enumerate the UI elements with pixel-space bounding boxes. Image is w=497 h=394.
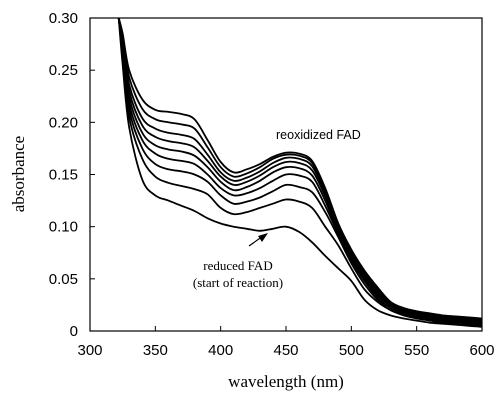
y-axis-ticks: 0 0.05 0.10 0.15 0.20 0.25 0.30 bbox=[49, 10, 95, 340]
spectrum-line-3 bbox=[117, 18, 482, 326]
x-axis-title: wavelength (nm) bbox=[228, 372, 344, 391]
spectrum-line-7 bbox=[117, 18, 482, 322]
x-tick-label: 550 bbox=[404, 342, 429, 359]
x-tick-label: 500 bbox=[339, 342, 364, 359]
x-tick-label: 450 bbox=[273, 342, 298, 359]
y-tick-label: 0.25 bbox=[49, 62, 78, 79]
y-tick-label: 0.15 bbox=[49, 167, 78, 184]
x-tick-label: 400 bbox=[208, 342, 233, 359]
y-tick-label: 0 bbox=[70, 323, 78, 340]
spectrum-line-8 bbox=[117, 18, 482, 321]
spectrum-line-1 bbox=[117, 18, 482, 328]
y-tick-label: 0.10 bbox=[49, 219, 78, 236]
spectrum-line-2 bbox=[117, 18, 482, 327]
y-tick-label: 0.05 bbox=[49, 271, 78, 288]
spectrum-line-4 bbox=[117, 18, 482, 325]
spectrum-line-9 bbox=[117, 18, 482, 320]
series-layer bbox=[117, 18, 482, 328]
annotation-reduced-line1: reduced FAD bbox=[203, 258, 272, 273]
x-axis-ticks: 300 350 400 450 500 550 600 bbox=[77, 326, 495, 359]
x-tick-label: 600 bbox=[469, 342, 494, 359]
spectrum-line-6 bbox=[117, 18, 482, 323]
y-tick-label: 0.30 bbox=[49, 10, 78, 27]
annotation-reoxidized: reoxidized FAD bbox=[276, 128, 361, 142]
spectrum-line-5 bbox=[117, 18, 482, 324]
annotation-arrow-head bbox=[258, 233, 268, 242]
y-axis-title: absorbance bbox=[9, 136, 28, 212]
y-tick-label: 0.20 bbox=[49, 114, 78, 131]
x-tick-label: 300 bbox=[77, 342, 102, 359]
annotation-reduced-line2: (start of reaction) bbox=[193, 275, 283, 290]
x-tick-label: 350 bbox=[143, 342, 168, 359]
